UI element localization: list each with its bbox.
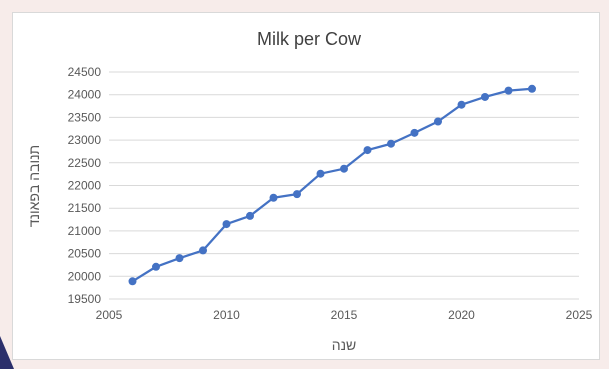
y-tick-label: 23500 bbox=[68, 110, 102, 124]
data-point bbox=[199, 246, 207, 255]
y-tick-label: 23000 bbox=[68, 133, 102, 147]
x-tick-label: 2015 bbox=[331, 308, 358, 322]
data-point bbox=[387, 139, 395, 148]
data-point bbox=[175, 254, 184, 263]
data-point bbox=[152, 262, 160, 271]
data-point bbox=[340, 164, 348, 173]
chart-frame: Milk per Cow 19500 20000 20500 21000 21500 22… bbox=[12, 12, 600, 360]
x-tick-label: 2025 bbox=[566, 308, 593, 322]
data-point bbox=[410, 128, 419, 137]
x-axis-title: שנה bbox=[332, 337, 357, 353]
data-point bbox=[128, 277, 137, 286]
y-tick-label: 22000 bbox=[68, 179, 102, 193]
y-axis-title: תנובה בפאונד bbox=[26, 145, 42, 227]
y-tick-labels: 19500 20000 20500 21000 21500 22000 22500 23000… bbox=[68, 65, 102, 306]
chart-title: Milk per Cow bbox=[257, 29, 362, 49]
series-line bbox=[131, 87, 533, 283]
x-tick-label: 2020 bbox=[448, 308, 475, 322]
data-point bbox=[363, 146, 372, 155]
data-point bbox=[457, 100, 466, 109]
data-series bbox=[128, 84, 536, 286]
x-tick-label: 2005 bbox=[96, 308, 123, 322]
y-tick-label: 20500 bbox=[68, 247, 102, 261]
corner-decoration bbox=[0, 336, 14, 369]
y-tick-label: 19500 bbox=[68, 292, 102, 306]
data-point bbox=[528, 84, 536, 93]
data-point bbox=[434, 117, 442, 126]
data-point bbox=[293, 190, 301, 199]
gridlines bbox=[109, 71, 579, 300]
x-tick-labels: 2005 2010 2015 2020 2025 bbox=[96, 308, 593, 322]
data-point bbox=[269, 193, 278, 202]
y-tick-label: 21000 bbox=[68, 224, 102, 238]
line-chart: Milk per Cow 19500 20000 20500 21000 21500 22… bbox=[26, 29, 593, 353]
data-point bbox=[222, 220, 231, 229]
y-tick-label: 24500 bbox=[68, 65, 102, 79]
data-point bbox=[246, 211, 254, 220]
data-point bbox=[504, 86, 513, 95]
x-tick-label: 2010 bbox=[213, 308, 240, 322]
data-point bbox=[316, 169, 325, 178]
data-point bbox=[481, 92, 489, 101]
y-tick-label: 21500 bbox=[68, 201, 102, 215]
y-tick-label: 24000 bbox=[68, 88, 102, 102]
y-tick-label: 20000 bbox=[68, 269, 102, 283]
y-tick-label: 22500 bbox=[68, 156, 102, 170]
